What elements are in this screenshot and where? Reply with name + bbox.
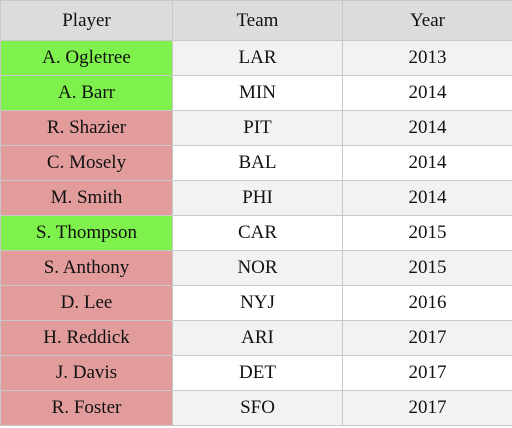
header-row: Player Team Year xyxy=(0,0,512,41)
table-row: J. Davis DET 2017 xyxy=(0,355,512,391)
player-cell: A. Ogletree xyxy=(0,40,173,76)
table-row: M. Smith PHI 2014 xyxy=(0,180,512,216)
table-cell: 2017 xyxy=(342,355,512,391)
column-header: Team xyxy=(172,0,343,41)
table-cell: DET xyxy=(172,355,343,391)
player-cell: S. Anthony xyxy=(0,250,173,286)
player-cell: R. Foster xyxy=(0,390,173,426)
table-row: R. Shazier PIT 2014 xyxy=(0,110,512,146)
table-cell: BAL xyxy=(172,145,343,181)
table-cell: SFO xyxy=(172,390,343,426)
table-row: D. Lee NYJ 2016 xyxy=(0,285,512,321)
table-cell: 2014 xyxy=(342,110,512,146)
column-header: Year xyxy=(342,0,512,41)
player-cell: A. Barr xyxy=(0,75,173,111)
player-cell: D. Lee xyxy=(0,285,173,321)
table-cell: 2014 xyxy=(342,145,512,181)
table-row: C. Mosely BAL 2014 xyxy=(0,145,512,181)
table-cell: ARI xyxy=(172,320,343,356)
table-row: S. Thompson CAR 2015 xyxy=(0,215,512,251)
table-cell: 2014 xyxy=(342,180,512,216)
table-row: R. Foster SFO 2017 xyxy=(0,390,512,426)
table-cell: NOR xyxy=(172,250,343,286)
table-cell: 2013 xyxy=(342,40,512,76)
table-cell: 2016 xyxy=(342,285,512,321)
table-cell: NYJ xyxy=(172,285,343,321)
table-cell: PIT xyxy=(172,110,343,146)
table-cell: 2015 xyxy=(342,250,512,286)
table-row: S. Anthony NOR 2015 xyxy=(0,250,512,286)
player-cell: R. Shazier xyxy=(0,110,173,146)
table-cell: CAR xyxy=(172,215,343,251)
table-cell: LAR xyxy=(172,40,343,76)
table-cell: PHI xyxy=(172,180,343,216)
player-cell: S. Thompson xyxy=(0,215,173,251)
table-cell: 2015 xyxy=(342,215,512,251)
column-header: Player xyxy=(0,0,173,41)
player-cell: C. Mosely xyxy=(0,145,173,181)
table-cell: MIN xyxy=(172,75,343,111)
table-cell: 2014 xyxy=(342,75,512,111)
player-cell: M. Smith xyxy=(0,180,173,216)
table-cell: 2017 xyxy=(342,320,512,356)
player-cell: H. Reddick xyxy=(0,320,173,356)
table-row: H. Reddick ARI 2017 xyxy=(0,320,512,356)
table-body: A. Ogletree LAR 2013 A. Barr MIN 2014 R. Shazi… xyxy=(0,40,512,426)
table-row: A. Barr MIN 2014 xyxy=(0,75,512,111)
table-cell: 2017 xyxy=(342,390,512,426)
player-cell: J. Davis xyxy=(0,355,173,391)
table-row: A. Ogletree LAR 2013 xyxy=(0,40,512,76)
